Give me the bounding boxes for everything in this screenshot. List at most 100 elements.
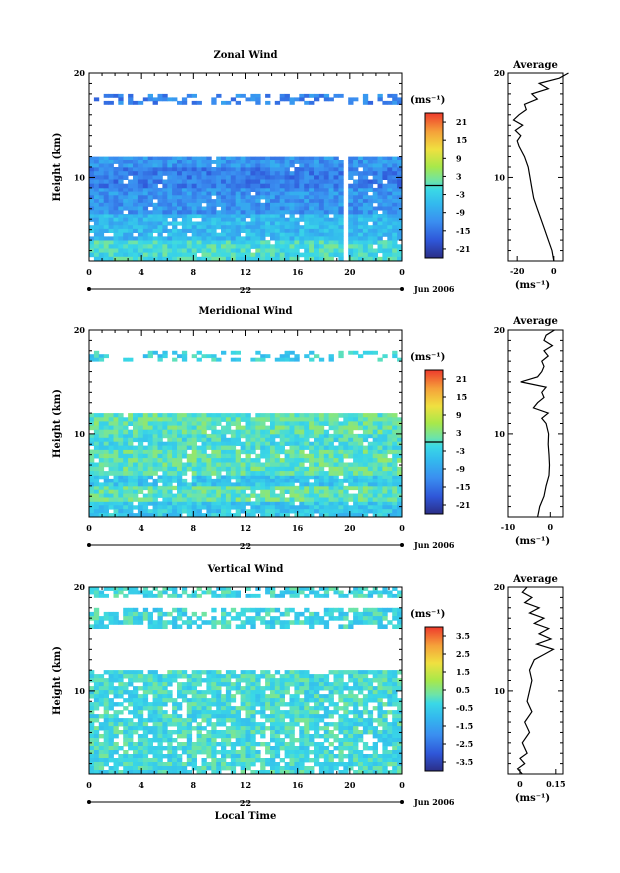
heatmap-cell bbox=[260, 256, 266, 262]
heatmap-cell bbox=[294, 167, 300, 172]
heatmap-cell bbox=[152, 482, 158, 487]
heatmap-cell bbox=[89, 509, 95, 514]
heatmap-cell bbox=[328, 478, 334, 483]
heatmap-cell bbox=[93, 417, 100, 422]
heatmap-cell bbox=[216, 758, 222, 763]
heatmap-cell bbox=[147, 202, 153, 207]
heatmap-cell bbox=[314, 482, 320, 487]
heatmap-cell bbox=[387, 686, 393, 691]
heatmap-cell bbox=[152, 706, 158, 711]
heatmap-cell bbox=[270, 706, 276, 711]
heatmap-cell bbox=[128, 183, 134, 189]
heatmap-cell bbox=[133, 754, 139, 759]
heatmap-cell bbox=[221, 714, 227, 719]
heatmap-cell bbox=[196, 734, 202, 739]
heatmap-cell bbox=[382, 195, 388, 200]
heatmap-cell bbox=[181, 493, 188, 498]
heatmap-cell bbox=[128, 163, 134, 168]
heatmap-cell bbox=[152, 240, 158, 245]
heatmap-cell bbox=[372, 417, 378, 422]
heatmap-cell bbox=[137, 244, 144, 249]
heatmap-cell bbox=[392, 217, 398, 222]
heatmap-cell bbox=[93, 509, 100, 514]
heatmap-cell bbox=[250, 458, 256, 463]
heatmap-cell bbox=[98, 195, 105, 200]
heatmap-cell bbox=[142, 232, 149, 237]
heatmap-cell bbox=[274, 714, 281, 719]
heatmap-cell bbox=[93, 485, 100, 491]
heatmap-cell bbox=[206, 441, 212, 446]
heatmap-cell bbox=[265, 482, 271, 487]
heatmap-cell bbox=[172, 471, 178, 476]
heatmap-cell bbox=[377, 156, 383, 161]
heatmap-cell bbox=[128, 682, 134, 687]
heatmap-cell bbox=[387, 225, 393, 230]
heatmap-cell bbox=[186, 458, 193, 463]
heatmap-cell bbox=[309, 433, 315, 439]
heatmap-cell bbox=[98, 682, 105, 687]
heatmap-cell bbox=[167, 187, 173, 192]
heatmap-cell bbox=[377, 225, 383, 230]
heatmap-cell bbox=[323, 171, 330, 176]
heatmap-cell bbox=[274, 221, 281, 226]
heatmap-cell bbox=[147, 167, 153, 172]
heatmap-cell bbox=[260, 762, 266, 767]
heatmap-cell bbox=[230, 199, 237, 204]
heatmap-cell bbox=[265, 199, 271, 204]
heatmap-cell bbox=[372, 501, 378, 506]
heatmap-cell bbox=[245, 694, 251, 699]
heatmap-cell bbox=[221, 497, 227, 502]
heatmap-cell bbox=[245, 425, 251, 431]
heatmap-cell bbox=[377, 248, 383, 254]
heatmap-cell bbox=[255, 501, 261, 506]
heatmap-cell bbox=[274, 750, 281, 755]
heatmap-cell bbox=[191, 718, 197, 723]
heatmap-cell bbox=[186, 762, 193, 767]
heatmap-cell bbox=[142, 195, 149, 200]
heatmap-cell bbox=[387, 187, 393, 192]
heatmap-cell bbox=[206, 236, 212, 241]
heatmap-cell bbox=[372, 167, 378, 172]
heatmap-cell bbox=[152, 413, 158, 418]
heatmap-cell bbox=[186, 497, 193, 502]
heatmap-cell bbox=[113, 225, 119, 230]
heatmap-cell bbox=[216, 734, 222, 739]
heatmap-cell bbox=[225, 694, 232, 699]
heatmap-cell bbox=[123, 462, 129, 468]
heatmap-cell bbox=[279, 357, 285, 362]
heatmap-cell bbox=[123, 421, 129, 426]
heatmap-cell bbox=[387, 195, 393, 200]
heatmap-cell bbox=[211, 100, 217, 105]
heatmap-cell bbox=[113, 199, 119, 204]
heatmap-cell bbox=[294, 171, 300, 176]
heatmap-cell bbox=[353, 202, 359, 207]
heatmap-cell bbox=[89, 750, 95, 755]
heatmap-cell bbox=[392, 445, 398, 450]
heatmap-cell bbox=[377, 489, 383, 494]
heatmap-cell bbox=[240, 694, 246, 699]
heatmap-cell bbox=[358, 690, 364, 695]
heatmap-cell bbox=[358, 466, 364, 472]
heatmap-cell bbox=[289, 225, 295, 230]
heatmap-cell bbox=[235, 156, 241, 161]
heatmap-cell bbox=[299, 217, 305, 222]
heatmap-cell bbox=[177, 252, 183, 258]
heatmap-cell bbox=[245, 682, 251, 687]
heatmap-cell bbox=[299, 734, 305, 739]
heatmap-cell bbox=[225, 471, 232, 476]
heatmap-cell bbox=[108, 513, 114, 518]
heatmap-cell bbox=[377, 413, 383, 418]
heatmap-cell bbox=[181, 730, 188, 735]
heatmap-cell bbox=[343, 513, 349, 518]
heatmap-cell bbox=[250, 421, 256, 426]
heatmap-cell bbox=[108, 505, 114, 510]
heatmap-cell bbox=[93, 694, 100, 699]
heatmap-cell bbox=[211, 240, 217, 245]
heatmap-cell bbox=[235, 199, 241, 204]
heatmap-cell bbox=[362, 97, 369, 102]
heatmap-cell bbox=[152, 236, 158, 241]
heatmap-cell bbox=[230, 225, 237, 230]
heatmap-cell bbox=[177, 437, 183, 443]
heatmap-cell bbox=[294, 425, 300, 431]
heatmap-cell bbox=[309, 93, 315, 98]
